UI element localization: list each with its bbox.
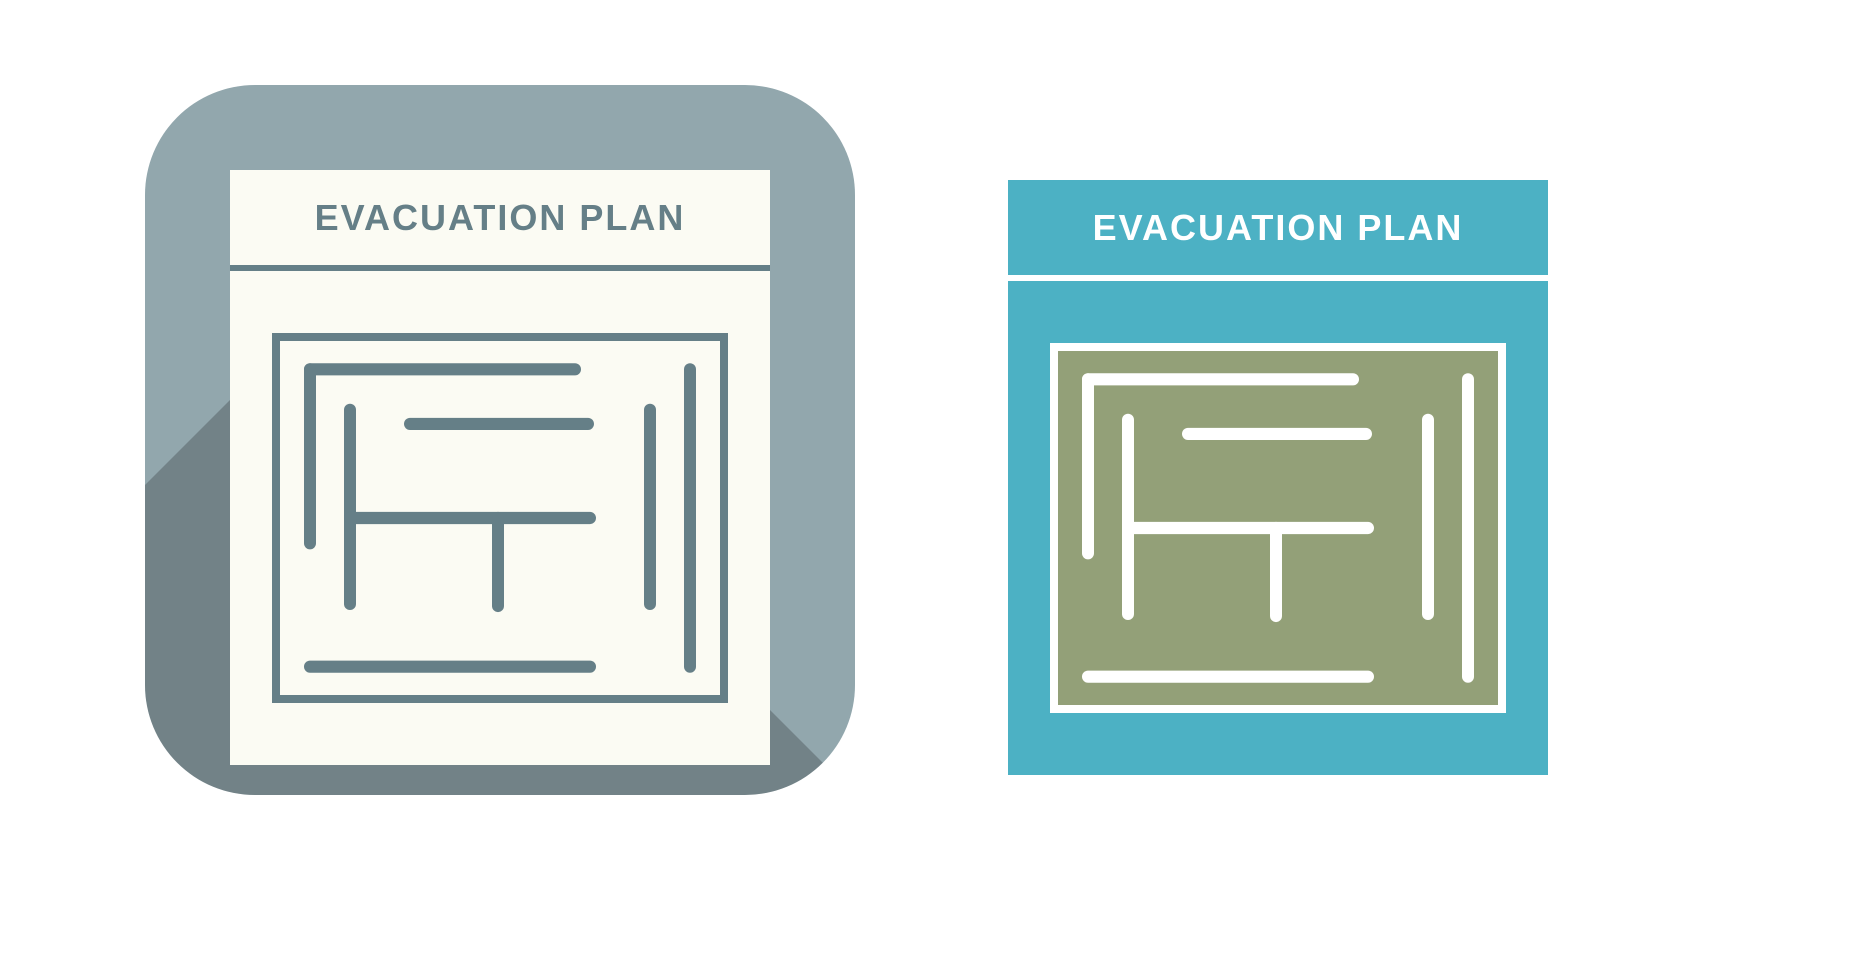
plan-title: EVACUATION PLAN: [1008, 180, 1548, 275]
plan-body: [1008, 281, 1548, 775]
floorplan-frame: [272, 333, 728, 703]
evacuation-plan-icon-flat: EVACUATION PLAN: [1008, 180, 1548, 775]
plan-title: EVACUATION PLAN: [230, 170, 770, 265]
floorplan-frame: [1050, 343, 1506, 713]
plan-card: EVACUATION PLAN: [230, 170, 770, 765]
floorplan-icon: [1058, 351, 1498, 705]
evacuation-plan-icon-rounded: EVACUATION PLAN: [145, 85, 855, 795]
floorplan-icon: [280, 341, 720, 695]
plan-body: [230, 271, 770, 765]
